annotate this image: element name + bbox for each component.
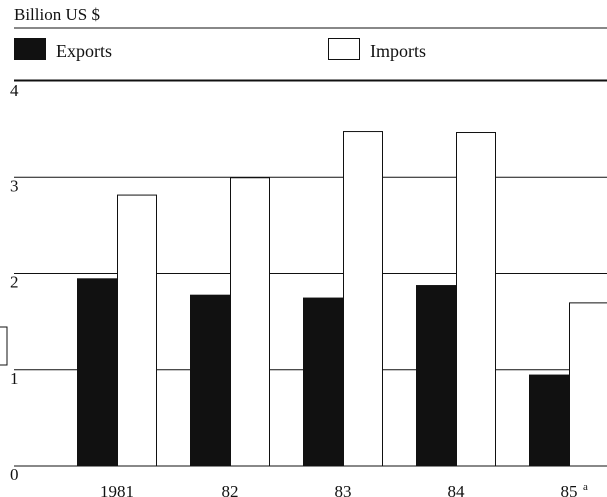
bar-imports-83 xyxy=(343,131,383,467)
bar-imports-82 xyxy=(230,177,270,467)
x-tick-label: 85 xyxy=(561,482,578,497)
y-tick-label: 0 xyxy=(10,465,19,484)
bar-exports-85 xyxy=(529,374,569,466)
y-tick-label: 1 xyxy=(10,369,19,388)
bar-exports-83 xyxy=(303,297,343,466)
bar-imports-85 xyxy=(569,302,607,467)
x-tick-label: 1981 xyxy=(100,482,134,497)
bars xyxy=(77,131,607,467)
y-axis-ticks: 0 1 2 3 4 xyxy=(10,81,19,484)
legend-label-imports: Imports xyxy=(370,41,426,61)
bar-exports-82 xyxy=(190,294,230,466)
x-tick-label: 84 xyxy=(448,482,466,497)
legend-swatch-exports xyxy=(14,38,46,60)
unit-label: Billion US $ xyxy=(14,5,100,24)
edge-fragment xyxy=(0,326,8,366)
bar-exports-84 xyxy=(416,285,456,466)
x-axis-ticks: 1981 82 83 84 85 xyxy=(100,482,578,497)
y-tick-label: 2 xyxy=(10,273,19,292)
bar-imports-1981 xyxy=(117,194,157,467)
y-tick-label: 4 xyxy=(10,81,19,100)
legend-label-exports: Exports xyxy=(56,41,112,61)
x-tick-label: 82 xyxy=(222,482,239,497)
legend-swatch-imports xyxy=(328,38,360,60)
bar-exports-1981 xyxy=(77,278,117,466)
bar-imports-84 xyxy=(456,132,496,467)
x-tick-label: 83 xyxy=(335,482,352,497)
y-tick-label: 3 xyxy=(10,176,19,195)
category-note-marker: a xyxy=(583,481,588,493)
category-notes: a xyxy=(583,481,588,493)
